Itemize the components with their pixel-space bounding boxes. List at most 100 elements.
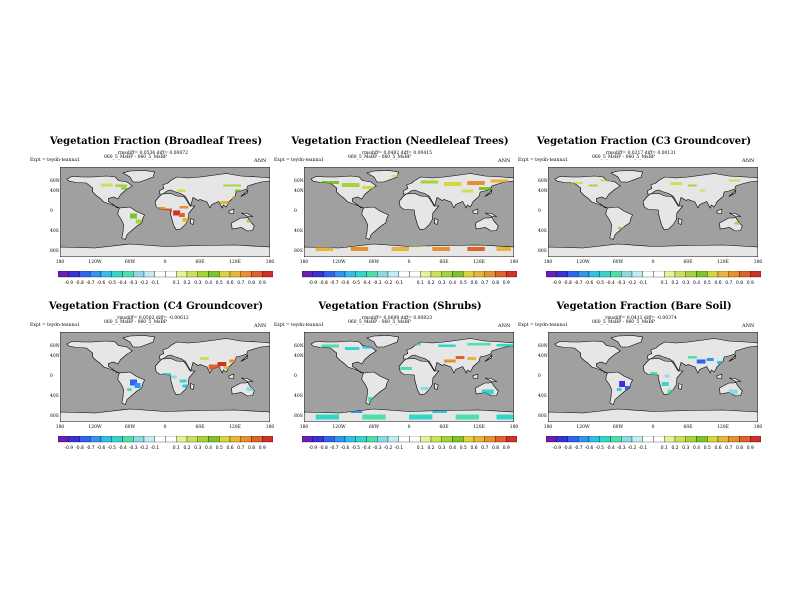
lon-tick-label: 120W [332,260,346,265]
colorbar-tick-label: -0.6 [585,445,594,451]
colorbar-tick-label: 0.9 [503,280,510,286]
colorbar-swatch [674,271,686,278]
colorbar-swatch [251,271,263,278]
anomaly-cell [362,414,386,420]
anomaly-cell [706,358,714,361]
colorbar-swatch [495,436,507,443]
colorbar-swatch [208,271,220,278]
anomaly-cell [115,184,128,187]
colorbar-swatch [229,436,241,443]
colorbar-tick-label: -0.6 [341,445,350,451]
colorbar-tick-label: 0.5 [460,280,467,286]
anomaly-cell [344,347,360,350]
colorbar-tick-label: -0.7 [574,280,583,286]
land-south-america [361,206,390,240]
colorbar-tick-label: -0.5 [351,445,360,451]
anomaly-cell [173,210,181,216]
colorbar-tick-label: 0.4 [693,280,700,286]
lon-tick-label: 180 [543,260,553,265]
lon-tick-label: 0 [651,425,655,430]
panel-stats: rmsdiff= 0.0698 diff= 0.00823 [362,316,432,321]
panel-season: ANN [254,323,267,329]
lon-tick-label: 0 [407,425,411,430]
lon-tick-label: 60W [124,260,136,265]
colorbar-swatch [430,436,442,443]
lon-tick-label: 120E [473,260,485,265]
colorbar-tick-label: 0.2 [428,445,435,451]
colorbar-swatch [750,271,761,278]
anomaly-cell [182,218,189,222]
colorbar-swatch [302,436,313,443]
lat-tick-label: 60N [538,179,548,184]
anomaly-cell [121,187,128,190]
anomaly-layer [127,357,256,392]
land-north-america [66,175,133,209]
colorbar-tick-label: 0.7 [481,445,488,451]
panel-stats: rmsdiff= 0.0502 diff= -0.00612 [117,316,189,321]
anomaly-cell [661,382,669,386]
colorbar-tick-label: 0.3 [438,445,445,451]
colorbar-tick-label: -0.4 [118,445,127,451]
colorbar-swatch [323,271,335,278]
colorbar-swatch [441,436,453,443]
panel-run: 060_5_MsBP - 060_5_MsBP [348,155,411,160]
anomaly-cell [688,356,697,359]
colorbar-tick-label: -0.3 [617,445,626,451]
panel-title: Vegetation Fraction (Shrubs) [318,301,482,312]
colorbar-tick-label: 0.4 [693,445,700,451]
lon-tick-label: 180 [265,260,275,265]
colorbar-swatch [696,436,708,443]
anomaly-cell [179,206,189,209]
colorbar-tick-label: -0.2 [140,280,149,286]
colorbar-swatch [197,436,209,443]
colorbar-swatch [707,436,719,443]
panel-run: 060_5_MsBP - 060_5_MsBP [104,155,167,160]
colorbar-swatch [251,436,263,443]
panel-expt: Expt = teydn-teanna1 [30,158,80,163]
colorbar-tick-label: 0.1 [173,445,180,451]
anomaly-cell [728,179,741,182]
lon-tick-label: 60W [612,260,624,265]
colorbar-tick-label: 0.8 [736,445,743,451]
land-japan [728,353,737,362]
lat-tick-label: 60N [538,344,548,349]
anomaly-cell [246,219,253,223]
anomaly-cell [162,373,171,376]
colorbar-tick-label: -0.6 [97,445,106,451]
anomaly-cell [467,357,477,360]
colorbar-swatch [334,271,346,278]
lon-tick-label: 60E [683,425,693,430]
anomaly-cell [130,379,137,386]
anomaly-cell [619,381,625,387]
colorbar-tick-label: -0.2 [140,445,149,451]
colorbar-swatch [68,271,80,278]
colorbar-swatch [750,436,761,443]
panel-stats: rmsdiff= 0.0536 diff= 0.00872 [118,151,188,156]
land-borneo [472,373,479,379]
lon-tick-label: 180 [753,260,763,265]
land-japan [484,188,493,197]
colorbar-swatch [631,271,643,278]
colorbar-tick-label: 0.1 [661,280,668,286]
anomaly-cell [368,397,374,402]
land-antarctica [548,408,758,422]
colorbar-swatch [653,436,665,443]
colorbar-tick-label: 0.3 [194,445,201,451]
anomaly-cell [156,207,165,211]
lat-tick-label: 0 [538,209,541,214]
anomaly-cell [432,411,447,413]
colorbar-swatch [68,436,80,443]
lon-tick-label: 120W [332,425,346,430]
colorbar-swatch [240,436,252,443]
anomaly-cell [315,414,339,420]
anomaly-cell [455,356,465,359]
colorbar-tick-label: 0.4 [449,445,456,451]
panel-title: Vegetation Fraction (C4 Groundcover) [48,301,264,312]
lon-tick-label: 120W [88,425,102,430]
colorbar-tick-label: 0.3 [438,280,445,286]
colorbar-swatch [366,436,378,443]
anomaly-cell [362,346,374,349]
colorbar-tick-label: -0.2 [384,280,393,286]
colorbar-swatch [165,271,177,278]
anomaly-cell [734,222,741,225]
